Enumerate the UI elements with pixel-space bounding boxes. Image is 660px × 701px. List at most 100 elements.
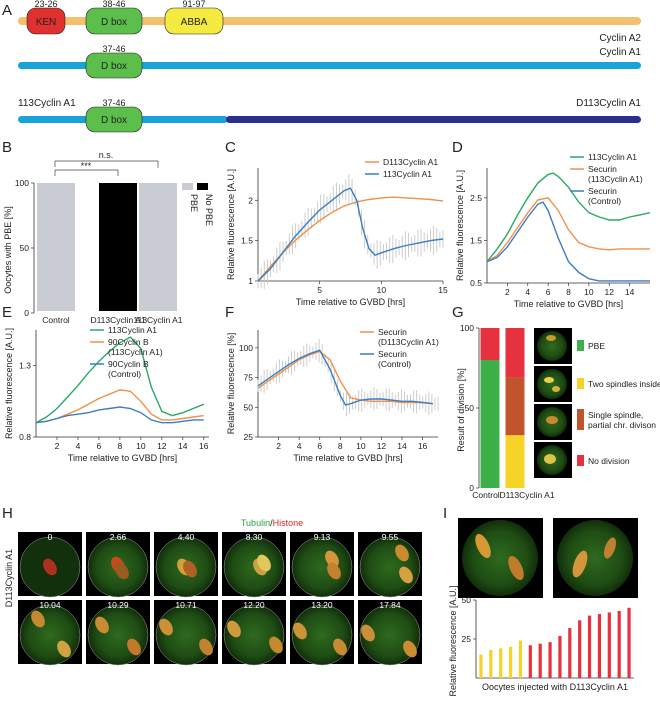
y-tick-label: 0: [24, 308, 29, 318]
y-tick-label: 50: [465, 403, 475, 413]
panel-h-title: Tubulin/Histone: [241, 518, 303, 528]
x-tick-label: 14: [625, 287, 635, 297]
legend-label: Securin: [378, 349, 407, 359]
x-tick-label: 15: [438, 285, 448, 295]
y-axis-label: Relative fluorescence [A.U.]: [226, 169, 236, 280]
chromosome-signal: [199, 638, 213, 656]
d-box-label-113: D box: [101, 115, 127, 126]
x-tick-label: 4: [297, 441, 302, 451]
panel-h-image-grid: 0 2.66 4.40 8.30 9.13 9.55 10.04 10.29 10.71 12.2…: [18, 532, 422, 666]
ken-domain: [26, 7, 66, 35]
chromosome-signal: [43, 558, 57, 576]
bar: [548, 642, 552, 678]
panel-b-legend-nopbe-swatch: [197, 183, 208, 190]
category-label: D113Cyclin A1: [499, 490, 554, 500]
legend-label: D113Cyclin A1: [383, 157, 438, 167]
panel-i-image-1-cell: [462, 520, 538, 596]
bar: [627, 607, 631, 678]
d-box-label-a1: D box: [101, 61, 127, 72]
bar: [508, 646, 513, 678]
113cyclin-a1-name: 113Cyclin A1: [18, 98, 76, 109]
time-label: 4.40: [178, 532, 195, 542]
x-tick-label: 6: [317, 441, 322, 451]
category-label: D113Cyclin A1: [90, 315, 145, 325]
series-line: [257, 187, 444, 282]
x-tick-label: 2: [505, 287, 510, 297]
x-tick-label: 12: [157, 441, 167, 451]
time-label: 10.71: [175, 600, 197, 610]
panel-g: G Result of division [%] 0 50 100 Control D1…: [452, 304, 660, 500]
abba-label: ABBA: [181, 17, 208, 28]
y-tick-label: 100: [460, 323, 474, 333]
oocyte-cell: [291, 536, 353, 598]
series-line: [35, 336, 205, 424]
category-label: Control: [42, 315, 70, 325]
panel-b-legend-pbe: PBE: [189, 194, 199, 212]
x-tick-label: 10: [136, 441, 146, 451]
panel-g-ylabel: Result of division [%]: [456, 368, 466, 452]
panel-i-chart: 25 50 Oocytes injected with D113Cyclin A1 R…: [448, 585, 634, 697]
y-tick-label: 0.8: [19, 432, 31, 442]
bar: [617, 610, 621, 678]
panel-g-legend-none-swatch: [577, 455, 584, 466]
panel-g-image-two-spindles-cell: [537, 369, 567, 399]
legend-label: (Control): [378, 359, 411, 369]
panel-g-image-pbe-spindle: [546, 335, 556, 341]
d-box-domain-a1: [85, 52, 143, 79]
chromosome-signal: [399, 566, 413, 584]
legend-label: Securin: [378, 327, 407, 337]
bar: [538, 643, 542, 678]
bar: [489, 649, 493, 678]
abba-domain: [164, 7, 224, 35]
series-line: [257, 350, 433, 405]
oocyte-cell: [359, 536, 421, 598]
chromosome-signal: [127, 638, 141, 656]
chromosome-signal: [95, 616, 109, 634]
x-tick-label: 8: [566, 287, 571, 297]
panel-i-image-2-spindle-a: [572, 550, 588, 578]
x-tick-label: 5: [317, 285, 322, 295]
panel-c: C 5 10 15 1 1.5 2 Time relative to GVBD [hrs] R…: [225, 139, 448, 307]
chromosome-signal: [395, 544, 409, 562]
x-tick-label: 4: [76, 441, 81, 451]
x-axis-label: Oocytes injected with D113Cyclin A1: [482, 682, 628, 692]
panel-e-chart: 2 4 6 8 10 12 14 16 0.8 1.3 Time relative to GVBD …: [4, 325, 209, 463]
panel-g-image-two-spindles-a: [544, 377, 554, 383]
x-axis-label: Time relative to GVBD [hrs]: [296, 297, 405, 307]
bar: [568, 628, 572, 678]
x-tick-label: 6: [546, 287, 551, 297]
bar: [499, 648, 503, 678]
bar: [558, 635, 562, 678]
y-tick-label: 50: [462, 595, 472, 605]
bar: [587, 615, 592, 678]
time-label: 10.04: [39, 600, 61, 610]
panel-h-title-tubulin: Tubulin: [241, 518, 270, 528]
category-label: Control: [472, 490, 500, 500]
cyclin-a1-name: Cyclin A1: [599, 47, 641, 58]
x-tick-label: 8: [338, 441, 343, 451]
legend-label: 90Cyclin B: [108, 359, 149, 369]
panel-b-legend-nopbe: No PBE: [204, 194, 214, 226]
panel-b-letter: B: [2, 139, 12, 156]
chromosome-signal: [227, 620, 241, 638]
stacked-bar-segment: [480, 328, 500, 360]
bar: [607, 612, 611, 678]
legend-label: (Control): [588, 196, 621, 206]
panel-b-sig1: ***: [81, 161, 92, 171]
bar: [479, 654, 483, 678]
chromosome-signal: [333, 638, 347, 656]
chromosome-signal: [327, 562, 341, 580]
bar: [578, 620, 582, 678]
oocyte-cell: [19, 604, 81, 666]
panel-a: A KEN 23-26 D box 38-46 ABBA 91-97 Cycli…: [2, 0, 641, 133]
panel-f-letter: F: [225, 304, 234, 321]
chromosome-signal: [293, 622, 307, 640]
bar: [518, 640, 523, 678]
time-label: 9.55: [382, 532, 399, 542]
series-line: [486, 197, 650, 263]
panel-h-title-sep: /: [270, 518, 273, 528]
panel-i-image-2-spindle-b: [603, 537, 617, 559]
cyclin-a1-bar: [18, 62, 641, 69]
